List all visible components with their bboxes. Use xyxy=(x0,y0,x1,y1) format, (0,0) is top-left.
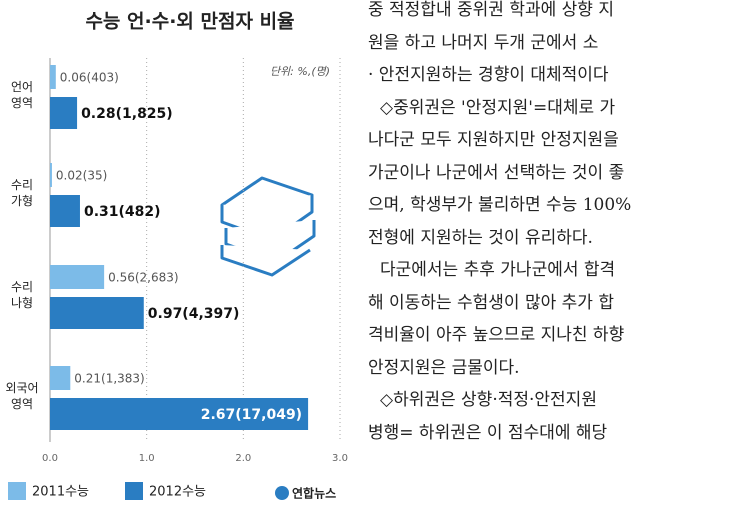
bar xyxy=(50,297,144,329)
article-line: 다군에서는 추후 가나군에서 합격 xyxy=(380,260,616,280)
value-label: 0.06(403) xyxy=(60,71,119,85)
value-label: 0.02(35) xyxy=(56,169,107,183)
category-label: 언어 영역 xyxy=(10,80,34,110)
value-label: 0.28(1,825) xyxy=(81,106,173,122)
source-logo xyxy=(275,486,289,500)
bar xyxy=(50,265,105,289)
article-line: 전형에 지원하는 것이 유리하다. xyxy=(368,227,593,248)
article-line: ◇하위권은 상향·적정·안전지원 xyxy=(380,390,597,410)
article-line: 으며, 학생부가 불리하면 수능 100% xyxy=(368,195,632,215)
value-label: 0.21(1,383) xyxy=(74,372,144,386)
bar xyxy=(50,163,52,187)
x-tick-label: 0.0 xyxy=(42,453,58,464)
article-line: 안정지원은 금물이다. xyxy=(368,357,520,378)
value-label: 0.56(2,683) xyxy=(108,271,178,285)
chart-title: 수능 언·수·외 만점자 비율 xyxy=(85,11,294,33)
legend-swatch xyxy=(125,482,143,500)
x-tick-label: 2.0 xyxy=(235,453,251,464)
chart: 수능 언·수·외 만점자 비율 단위: %,(명) 연합뉴스 0.0 1.0 2.0… xyxy=(8,11,348,501)
article-line: 가군이나 나군에서 선택하는 것이 좋 xyxy=(368,162,625,183)
source: 연합뉴스 xyxy=(292,486,336,501)
legend-swatch xyxy=(8,482,26,500)
category-label: 수리 나형 xyxy=(10,280,34,310)
bar xyxy=(50,97,78,129)
category-label: 외국어 영역 xyxy=(5,381,39,411)
article-line: 해 이동하는 수험생이 많아 추가 합 xyxy=(368,292,614,313)
legend-label: 2012수능 xyxy=(149,485,206,500)
bar xyxy=(50,398,309,430)
category-label: 수리 가형 xyxy=(10,178,34,208)
article-line: 격비율이 아주 높으므로 지나친 하향 xyxy=(368,325,625,345)
article-line: ◇중위권은 '안정지원'=대체로 가 xyxy=(380,97,616,118)
article-line: 병행= 하위권은 이 점수대에 해당 xyxy=(368,422,608,443)
article-line: 원을 하고 나머지 두개 군에서 소 xyxy=(368,32,599,53)
legend-label: 2011수능 xyxy=(32,485,89,500)
article-line: 중 적정합내 중위권 학과에 상향 지 xyxy=(368,0,614,20)
unit-note: 단위: %,(명) xyxy=(270,65,330,78)
x-tick-label: 1.0 xyxy=(139,453,155,464)
article-line: 나다군 모두 지원하지만 안정지원을 xyxy=(368,130,619,150)
value-label: 0.31(482) xyxy=(84,204,161,220)
bar xyxy=(50,65,56,89)
article-line: · 안전지원하는 경향이 대체적이다 xyxy=(368,65,609,85)
value-label: 2.67(17,049) xyxy=(201,407,302,423)
bar xyxy=(50,366,71,390)
book-icon xyxy=(220,176,316,277)
bar xyxy=(50,195,80,227)
x-tick-label: 3.0 xyxy=(332,453,348,464)
value-label: 0.97(4,397) xyxy=(148,306,240,322)
